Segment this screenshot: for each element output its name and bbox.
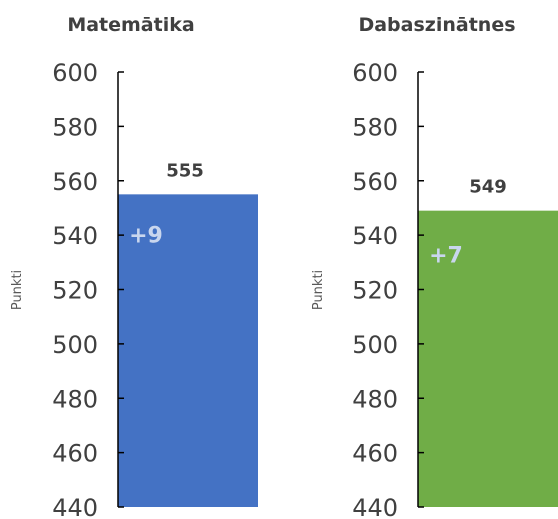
bar (118, 194, 258, 507)
y-tick-label: 560 (52, 168, 98, 196)
y-tick-label: 600 (352, 59, 398, 87)
y-tick-label: 520 (52, 277, 98, 305)
bar (418, 210, 558, 507)
y-tick-label: 540 (352, 222, 398, 250)
y-tick-label: 460 (352, 440, 398, 468)
bar-change-label: +7 (429, 244, 463, 269)
y-tick-label: 440 (52, 494, 98, 519)
y-tick-label: 460 (52, 440, 98, 468)
y-tick-label: 520 (352, 277, 398, 305)
y-tick-label: 440 (352, 494, 398, 519)
y-tick-label: 500 (352, 331, 398, 359)
panel-title: Matemātika (67, 14, 194, 36)
bar-change-label: +9 (129, 223, 163, 248)
y-axis-label: Punkti (311, 270, 326, 310)
panel-title: Dabaszinātnes (358, 14, 515, 36)
y-tick-label: 600 (52, 59, 98, 87)
y-tick-label: 500 (52, 331, 98, 359)
y-tick-label: 540 (52, 222, 98, 250)
y-tick-label: 580 (352, 113, 398, 141)
y-tick-label: 560 (352, 168, 398, 196)
bar-value-label: 549 (469, 177, 507, 198)
y-axis-label: Punkti (10, 270, 25, 310)
y-tick-label: 480 (352, 385, 398, 413)
y-tick-label: 480 (52, 385, 98, 413)
y-tick-label: 580 (52, 113, 98, 141)
bar-value-label: 555 (166, 160, 204, 181)
